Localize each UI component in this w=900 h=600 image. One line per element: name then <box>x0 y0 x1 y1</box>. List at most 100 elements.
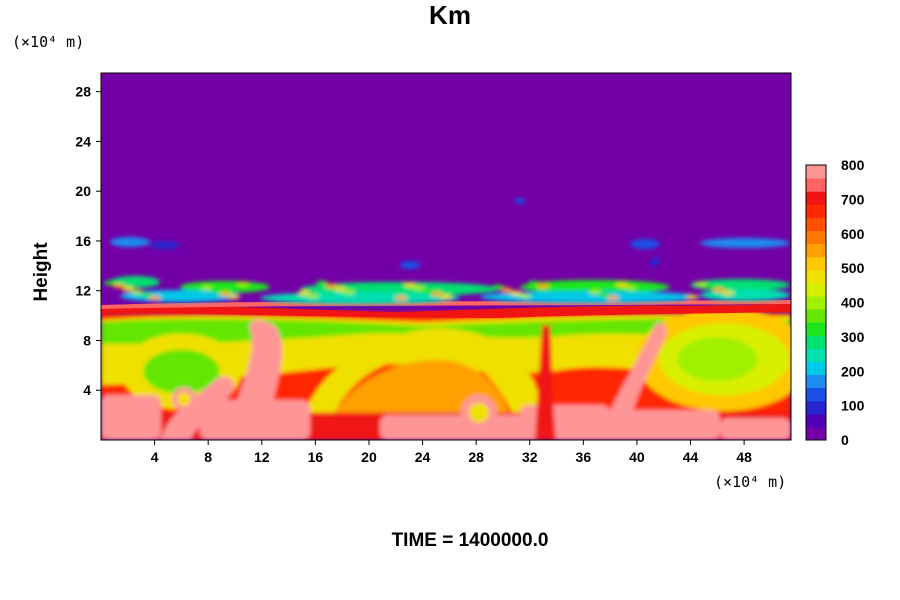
colorbar-swatch <box>806 322 826 336</box>
y-axis: 4 8 12 16 20 24 28 <box>75 84 101 398</box>
colorbar-swatch <box>806 269 826 284</box>
y-tick-label: 4 <box>83 382 91 398</box>
max-patch <box>720 418 791 440</box>
wisp-speckle <box>722 290 734 296</box>
wisp <box>150 241 180 249</box>
y-axis-unit: (×10⁴ m) <box>12 33 85 51</box>
wisp-speckle <box>528 280 540 286</box>
colorbar-swatch <box>806 178 826 192</box>
right-vortex-core <box>677 337 758 382</box>
field-body <box>101 307 791 440</box>
wisp-speckle <box>228 294 240 300</box>
x-tick-label: 32 <box>522 449 538 465</box>
wisp-speckle <box>140 292 152 298</box>
colorbar-swatch <box>806 243 826 258</box>
x-tick-label: 44 <box>683 449 699 465</box>
colorbar-swatch <box>806 335 826 349</box>
y-tick-label: 28 <box>75 84 91 100</box>
colorbar-label: 100 <box>841 398 865 414</box>
plume-left <box>230 319 282 440</box>
colorbar-swatch <box>806 256 826 271</box>
wisp-speckle <box>431 291 443 297</box>
wisp <box>400 261 420 269</box>
y-tick-label: 24 <box>75 133 91 149</box>
wisp-speckle <box>413 285 425 291</box>
wisp-speckle <box>307 293 319 299</box>
colorbar-label: 300 <box>841 329 865 345</box>
colorbar-label: 0 <box>841 432 849 448</box>
central-arch <box>300 328 540 430</box>
wisp-speckle <box>537 283 549 289</box>
wisp-speckle <box>210 288 222 294</box>
wisp-speckle <box>113 283 125 289</box>
field-layer <box>101 198 791 440</box>
wisp <box>700 289 790 301</box>
colorbar-swatch <box>806 400 826 415</box>
colorbar-label: 500 <box>841 260 865 276</box>
colorbar-swatch <box>806 374 826 389</box>
upper-wisps <box>104 198 790 304</box>
wisp-speckle <box>104 280 116 286</box>
colorbar-swatch <box>806 165 826 179</box>
wisp-speckle <box>325 283 337 289</box>
wisp-speckle <box>334 286 346 292</box>
wisp-speckle <box>625 285 637 291</box>
x-axis: 4 8 12 16 20 24 28 32 36 40 44 48 <box>151 440 752 465</box>
wisp-speckle <box>686 294 698 300</box>
colorbar-label: 800 <box>841 157 865 173</box>
wisp-speckle <box>713 287 725 293</box>
x-tick-label: 40 <box>629 449 645 465</box>
wisp-speckle <box>598 292 610 298</box>
wisp-speckle <box>589 289 601 295</box>
y-tick-label: 8 <box>83 332 91 348</box>
x-tick-label: 48 <box>736 449 752 465</box>
colorbar-swatch <box>806 295 826 310</box>
wisp-speckle <box>237 281 249 287</box>
wisp-speckle <box>616 282 628 288</box>
max-patch <box>380 415 540 440</box>
time-label: TIME = 1400000.0 <box>391 530 549 551</box>
colorbar-label: 700 <box>841 191 865 207</box>
wisp-speckle <box>246 284 258 290</box>
colorbar-swatch <box>806 217 826 231</box>
plume-mid <box>535 325 556 440</box>
plot-frame <box>100 72 792 441</box>
colorbar-swatch <box>806 191 826 205</box>
colorbar-swatch <box>806 282 826 297</box>
colorbar-swatch <box>806 309 826 323</box>
chart-title: Km <box>429 0 471 30</box>
colorbar-swatch <box>806 230 826 245</box>
vortex-ring-core <box>177 392 191 406</box>
y-tick-label: 20 <box>75 183 91 199</box>
colorbar-swatch <box>806 426 826 441</box>
x-tick-label: 20 <box>361 449 377 465</box>
wisp <box>700 238 790 248</box>
wisp-speckle <box>695 281 707 287</box>
wisp <box>650 258 660 266</box>
wisp <box>515 198 525 204</box>
x-tick-label: 12 <box>254 449 270 465</box>
max-patch <box>101 395 161 440</box>
wisp-speckle <box>298 290 310 296</box>
wisp-speckle <box>510 290 522 296</box>
wisp-speckle <box>201 285 213 291</box>
wisp <box>520 280 670 294</box>
x-tick-label: 8 <box>204 449 212 465</box>
colorbar-label: 400 <box>841 295 865 311</box>
colorbar-swatch <box>806 413 826 428</box>
wisp-speckle <box>440 294 452 300</box>
wisp-speckle <box>219 291 231 297</box>
wisp-speckle <box>395 295 407 301</box>
vortex-ring-core <box>468 402 489 423</box>
x-tick-label: 28 <box>468 449 484 465</box>
max-patch <box>520 405 610 440</box>
colorbar-label: 600 <box>841 226 865 242</box>
wisp-speckle <box>704 284 716 290</box>
wisp <box>260 292 460 304</box>
x-tick-label: 4 <box>151 449 159 465</box>
wisp-speckle <box>131 289 143 295</box>
y-tick-label: 16 <box>75 233 91 249</box>
wisp-speckle <box>492 284 504 290</box>
wisp <box>110 237 150 247</box>
colorbar-swatch <box>806 387 826 402</box>
